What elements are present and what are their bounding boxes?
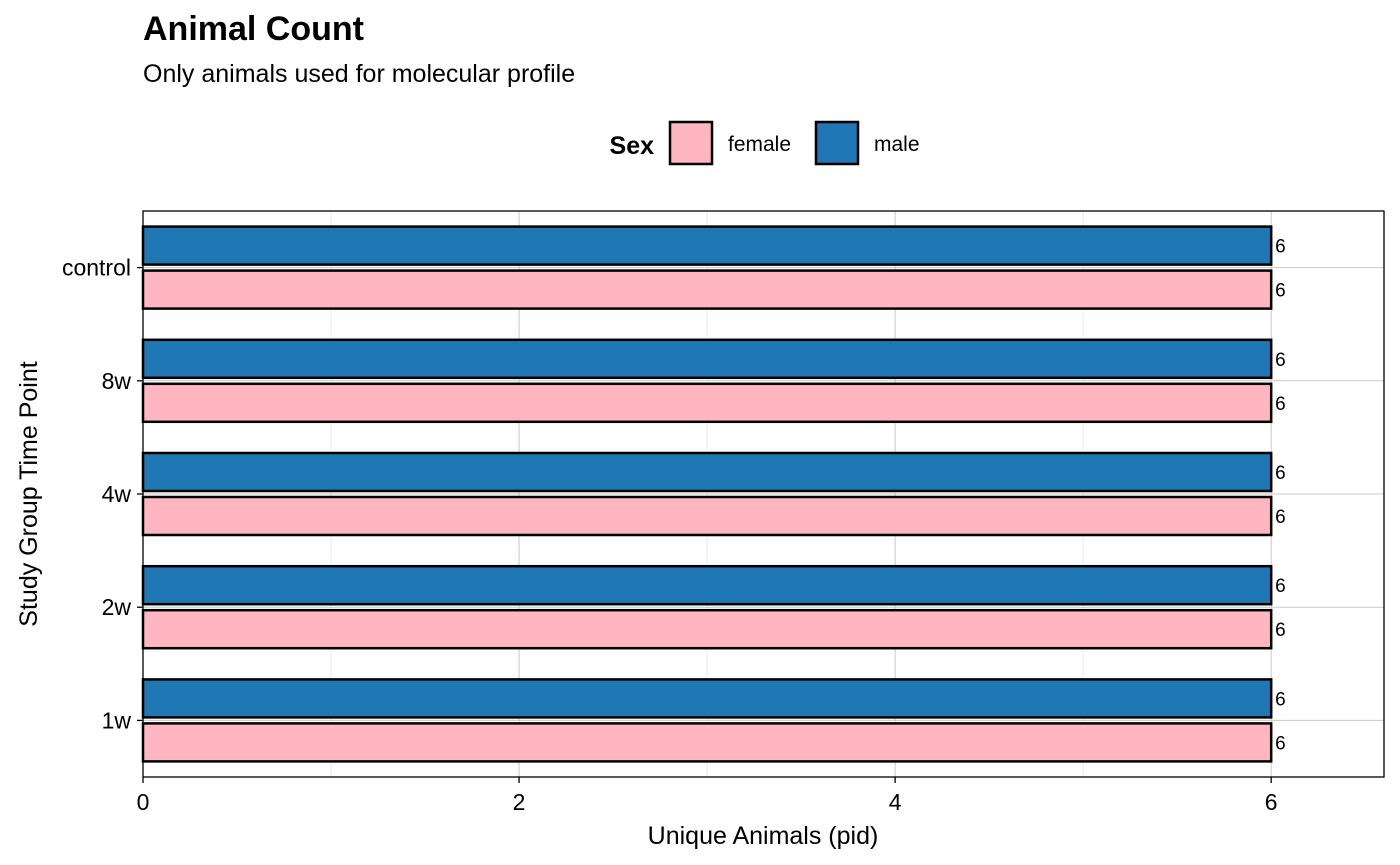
bar-female-4w	[141, 495, 1273, 537]
bar-male-8w	[141, 338, 1273, 380]
y-tick-label: 4w	[102, 481, 132, 507]
data-labels: 6 6 6 6 6 6 6 6 6 6	[1275, 237, 1286, 755]
bar-male-4w	[141, 451, 1273, 493]
bar-female-1w	[141, 722, 1273, 763]
data-label: 6	[1275, 394, 1286, 415]
y-tick-label: 8w	[102, 368, 132, 394]
y-axis: control 8w 4w 2w 1w	[62, 255, 143, 733]
data-label: 6	[1275, 281, 1286, 302]
data-label: 6	[1275, 620, 1286, 641]
bar-male-control	[141, 225, 1273, 266]
x-tick-label: 6	[1265, 789, 1278, 815]
bar-male-2w	[141, 564, 1273, 606]
legend: Sex female male	[610, 120, 920, 166]
y-tick-label: control	[62, 255, 131, 281]
y-axis-label: Study Group Time Point	[15, 361, 43, 626]
data-label: 6	[1275, 350, 1286, 371]
bar-male-1w	[141, 678, 1273, 719]
bar-female-8w	[141, 382, 1273, 424]
legend-label-male: male	[874, 133, 920, 156]
chart-title: Animal Count	[143, 10, 364, 48]
data-label: 6	[1275, 507, 1286, 528]
data-label: 6	[1275, 463, 1286, 484]
legend-swatch-male	[814, 120, 860, 166]
bar-female-2w	[141, 608, 1273, 650]
y-tick-label: 2w	[102, 594, 132, 620]
data-label: 6	[1275, 689, 1286, 710]
x-axis-label: Unique Animals (pid)	[648, 822, 879, 850]
bar-female-control	[141, 269, 1273, 310]
x-axis: 0 2 4 6	[137, 777, 1278, 815]
data-label: 6	[1275, 733, 1286, 754]
bars	[141, 225, 1273, 763]
y-tick-label: 1w	[102, 707, 132, 733]
x-tick-label: 4	[889, 789, 902, 815]
legend-label-female: female	[728, 133, 791, 156]
legend-title: Sex	[610, 132, 655, 160]
data-label: 6	[1275, 576, 1286, 597]
legend-swatch-female	[668, 120, 714, 166]
data-label: 6	[1275, 237, 1286, 258]
x-tick-label: 2	[513, 789, 526, 815]
x-tick-label: 0	[137, 789, 150, 815]
chart-subtitle: Only animals used for molecular profile	[143, 60, 576, 88]
